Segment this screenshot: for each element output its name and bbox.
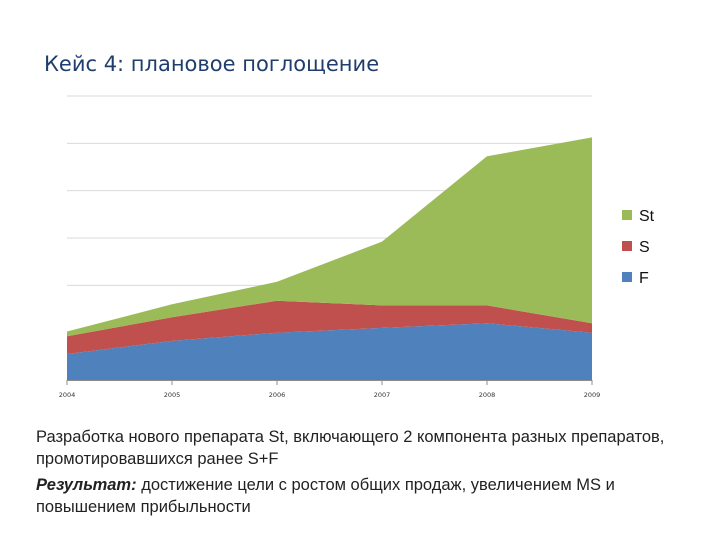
x-tick-label-2007: 2007 — [374, 391, 391, 399]
x-tick-label-2009: 2009 — [584, 391, 601, 399]
stacked-area-chart: 2004 2005 2006 2007 2008 2009 St SF — [59, 95, 655, 399]
caption-description: Разработка нового препарата St, включающ… — [36, 428, 665, 468]
legend-label-f: F — [639, 270, 649, 287]
x-tick-label-2005: 2005 — [164, 391, 181, 399]
legend: St SF — [622, 208, 655, 287]
legend-swatch-s — [622, 241, 632, 251]
legend-label-st: St — [639, 208, 655, 225]
result-label: Результат: — [36, 476, 137, 494]
area-f — [67, 323, 592, 380]
x-tick-label-2008: 2008 — [479, 391, 496, 399]
result-text: достижение цели с ростом общих продаж, у… — [36, 476, 615, 516]
slide-title: Кейс 4: плановое поглощение — [44, 52, 380, 76]
caption: Разработка нового препарата St, включающ… — [36, 426, 706, 522]
area-series — [67, 137, 592, 380]
x-tick-label-2004: 2004 — [59, 391, 76, 399]
area-st — [67, 137, 592, 337]
area-s — [67, 300, 592, 354]
x-tick-label-2006: 2006 — [269, 391, 286, 399]
x-axis: 2004 2005 2006 2007 2008 2009 — [59, 380, 601, 399]
caption-result: Результат: достижение цели с ростом общи… — [36, 474, 706, 518]
legend-label-s: S — [639, 239, 650, 256]
legend-swatch-st — [622, 210, 632, 220]
legend-swatch-f — [622, 272, 632, 282]
